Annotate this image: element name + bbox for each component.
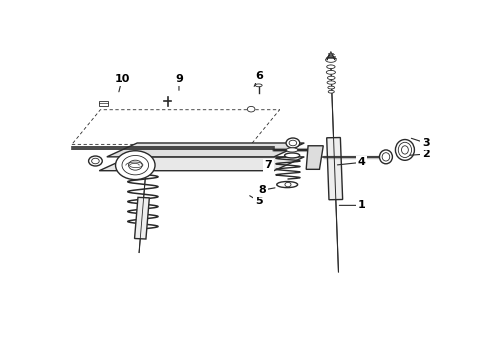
Circle shape [128,160,142,170]
Ellipse shape [255,84,262,87]
Text: 2: 2 [422,149,430,159]
Text: 7: 7 [264,160,272,170]
Ellipse shape [398,142,412,158]
Polygon shape [107,143,304,157]
Polygon shape [327,138,343,200]
Circle shape [92,158,99,164]
Bar [99,100,108,105]
Ellipse shape [277,181,297,188]
Polygon shape [99,157,304,171]
Ellipse shape [382,153,390,161]
Polygon shape [135,197,149,239]
Ellipse shape [327,81,336,84]
Ellipse shape [379,150,392,164]
Ellipse shape [326,70,336,74]
Text: 8: 8 [259,185,267,195]
Text: 5: 5 [255,196,263,206]
Circle shape [286,138,300,148]
Circle shape [116,151,155,180]
Ellipse shape [325,57,336,62]
Text: 1: 1 [357,201,365,210]
Ellipse shape [327,76,335,80]
Ellipse shape [395,140,415,160]
Text: 6: 6 [255,72,263,81]
Circle shape [122,156,148,175]
Circle shape [289,140,297,146]
Ellipse shape [327,65,335,68]
Ellipse shape [328,86,335,89]
Polygon shape [306,146,323,169]
Text: 10: 10 [114,74,130,84]
Ellipse shape [328,90,334,93]
Text: 3: 3 [422,138,430,148]
Circle shape [247,107,255,112]
Ellipse shape [401,146,408,154]
Text: 4: 4 [357,157,365,167]
Circle shape [89,156,102,166]
Text: 9: 9 [175,74,183,84]
Circle shape [285,183,291,187]
Ellipse shape [285,153,300,158]
Ellipse shape [287,148,298,152]
